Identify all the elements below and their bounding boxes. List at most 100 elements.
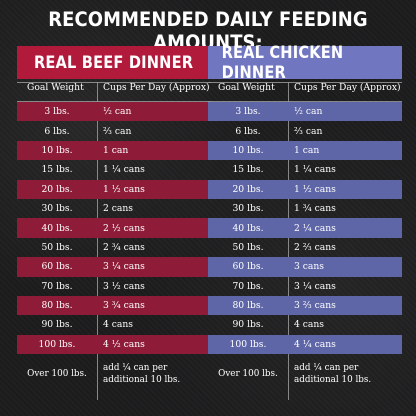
- cups-per-day-cell: 2 ¾ cans: [103, 241, 145, 253]
- goal-weight-cell: 60 lbs.: [232, 261, 264, 273]
- table-row: 80 lbs. 3 ¾ cans: [17, 295, 211, 316]
- cups-per-day-cell: 2 ½ cans: [103, 222, 145, 234]
- cups-per-day-cell: 4 ½ cans: [103, 338, 145, 350]
- chicken-col-weight: Goal Weight: [218, 82, 275, 93]
- divider: [17, 101, 211, 102]
- divider: [208, 82, 402, 83]
- cups-per-day-cell: 1 can: [103, 144, 129, 156]
- beef-col-cups: Cups Per Day (Approx): [103, 82, 210, 93]
- cups-per-day-cell: 3 ¼ cans: [103, 261, 145, 273]
- cups-per-day-cell: 3 ½ cans: [103, 280, 145, 292]
- goal-weight-cell: 70 lbs.: [41, 280, 73, 292]
- cups-per-day-cell: ½ can: [294, 106, 323, 118]
- divider: [97, 82, 98, 400]
- table-row: 15 lbs. 1 ¼ cans: [208, 160, 402, 179]
- goal-weight-cell: Over 100 lbs.: [218, 369, 278, 380]
- table-row: 90 lbs. 4 cans: [208, 315, 402, 334]
- goal-weight-cell: 10 lbs.: [232, 144, 264, 156]
- cups-per-day-cell: 2 ⅔ cans: [294, 241, 336, 253]
- table-row: 10 lbs. 1 can: [208, 140, 402, 161]
- goal-weight-cell: 15 lbs.: [232, 164, 264, 176]
- cups-per-day-cell: 1 ¼ cans: [103, 164, 145, 176]
- table-row: 40 lbs. 2 ¼ cans: [208, 218, 402, 238]
- goal-weight-cell: 50 lbs.: [232, 241, 264, 253]
- goal-weight-cell: 20 lbs.: [41, 183, 73, 195]
- table-row: 6 lbs. ⅔ can: [17, 121, 211, 140]
- table-row: 20 lbs. 1 ½ cans: [17, 179, 211, 199]
- table-row: 70 lbs. 3 ½ cans: [17, 277, 211, 296]
- table-row: 60 lbs. 3 cans: [208, 257, 402, 277]
- cups-per-day-cell: ½ can: [103, 106, 132, 118]
- chicken-col-cups: Cups Per Day (Approx): [294, 82, 401, 93]
- cups-per-day-cell: 3 ⅔ cans: [294, 300, 336, 312]
- cups-per-day-cell: 4 cans: [103, 319, 134, 331]
- table-row: 15 lbs. 1 ¼ cans: [17, 160, 211, 179]
- table-row: 6 lbs. ⅔ can: [208, 121, 402, 140]
- table-row: 3 lbs. ½ can: [208, 102, 402, 122]
- goal-weight-cell: 80 lbs.: [232, 300, 264, 312]
- cups-per-day-cell: 3 cans: [294, 261, 325, 273]
- cups-per-day-cell: 3 ¼ cans: [294, 280, 336, 292]
- beef-header-label: REAL BEEF DINNER: [34, 52, 194, 73]
- table-row: 80 lbs. 3 ⅔ cans: [208, 295, 402, 316]
- table-row: 20 lbs. 1 ½ cans: [208, 179, 402, 199]
- cups-per-day-cell: 4 ¼ cans: [294, 338, 336, 350]
- table-row: 40 lbs. 2 ½ cans: [17, 218, 211, 238]
- cups-per-day-cell: 1 ½ cans: [294, 183, 336, 195]
- goal-weight-cell: 40 lbs.: [232, 222, 264, 234]
- divider: [208, 101, 402, 102]
- goal-weight-cell: Over 100 lbs.: [27, 369, 87, 380]
- goal-weight-cell: 70 lbs.: [232, 280, 264, 292]
- goal-weight-cell: 50 lbs.: [41, 241, 73, 253]
- goal-weight-cell: 40 lbs.: [41, 222, 73, 234]
- cups-per-day-cell: 1 ½ cans: [103, 183, 145, 195]
- beef-col-weight: Goal Weight: [27, 82, 84, 93]
- divider: [17, 82, 211, 83]
- beef-header: REAL BEEF DINNER: [17, 46, 211, 79]
- cups-per-day-cell: 1 ¾ cans: [294, 203, 336, 215]
- goal-weight-cell: 60 lbs.: [41, 261, 73, 273]
- chicken-rows: 3 lbs. ½ can 6 lbs. ⅔ can 10 lbs. 1 can 15 lbs…: [208, 102, 402, 394]
- beef-table: REAL BEEF DINNER Goal Weight Cups Per Da…: [17, 46, 211, 402]
- table-row: 30 lbs. 2 cans: [17, 199, 211, 218]
- cups-per-day-cell: 1 ¼ cans: [294, 164, 336, 176]
- cups-per-day-cell: ⅔ can: [294, 125, 323, 137]
- beef-rows: 3 lbs. ½ can 6 lbs. ⅔ can 10 lbs. 1 can 15 lbs…: [17, 102, 211, 394]
- table-row: Over 100 lbs. add ¼ can per additional 10…: [208, 354, 402, 394]
- goal-weight-cell: 30 lbs.: [41, 203, 73, 215]
- goal-weight-cell: 3 lbs.: [235, 106, 261, 118]
- chicken-header: REAL CHICKEN DINNER: [208, 43, 402, 83]
- goal-weight-cell: 90 lbs.: [232, 319, 264, 331]
- table-row: 100 lbs. 4 ¼ cans: [208, 334, 402, 355]
- cups-per-day-cell: add ¼ can per additional 10 lbs.: [294, 363, 372, 386]
- goal-weight-cell: 6 lbs.: [235, 125, 261, 137]
- goal-weight-cell: 6 lbs.: [44, 125, 70, 137]
- goal-weight-cell: 15 lbs.: [41, 164, 73, 176]
- goal-weight-cell: 10 lbs.: [41, 144, 73, 156]
- goal-weight-cell: 90 lbs.: [41, 319, 73, 331]
- table-row: Over 100 lbs. add ¼ can per additional 10…: [17, 354, 211, 394]
- table-row: 50 lbs. 2 ⅔ cans: [208, 238, 402, 257]
- cups-per-day-cell: 2 cans: [103, 203, 134, 215]
- cups-per-day-cell: 2 ¼ cans: [294, 222, 336, 234]
- goal-weight-cell: 100 lbs.: [38, 338, 76, 350]
- table-row: 50 lbs. 2 ¾ cans: [17, 238, 211, 257]
- divider: [288, 82, 289, 400]
- cups-per-day-cell: 4 cans: [294, 319, 325, 331]
- table-row: 3 lbs. ½ can: [17, 102, 211, 122]
- beef-column-headers: Goal Weight Cups Per Day (Approx): [17, 82, 211, 101]
- table-row: 90 lbs. 4 cans: [17, 315, 211, 334]
- goal-weight-cell: 100 lbs.: [229, 338, 267, 350]
- goal-weight-cell: 3 lbs.: [44, 106, 70, 118]
- goal-weight-cell: 80 lbs.: [41, 300, 73, 312]
- cups-per-day-cell: 1 can: [294, 144, 320, 156]
- chicken-header-label: REAL CHICKEN DINNER: [221, 42, 344, 83]
- chicken-table: REAL CHICKEN DINNER Goal Weight Cups Per…: [208, 43, 402, 402]
- cups-per-day-cell: ⅔ can: [103, 125, 132, 137]
- table-row: 100 lbs. 4 ½ cans: [17, 334, 211, 355]
- cups-per-day-cell: 3 ¾ cans: [103, 300, 145, 312]
- goal-weight-cell: 20 lbs.: [232, 183, 264, 195]
- table-row: 70 lbs. 3 ¼ cans: [208, 277, 402, 296]
- goal-weight-cell: 30 lbs.: [232, 203, 264, 215]
- chicken-column-headers: Goal Weight Cups Per Day (Approx): [208, 82, 402, 101]
